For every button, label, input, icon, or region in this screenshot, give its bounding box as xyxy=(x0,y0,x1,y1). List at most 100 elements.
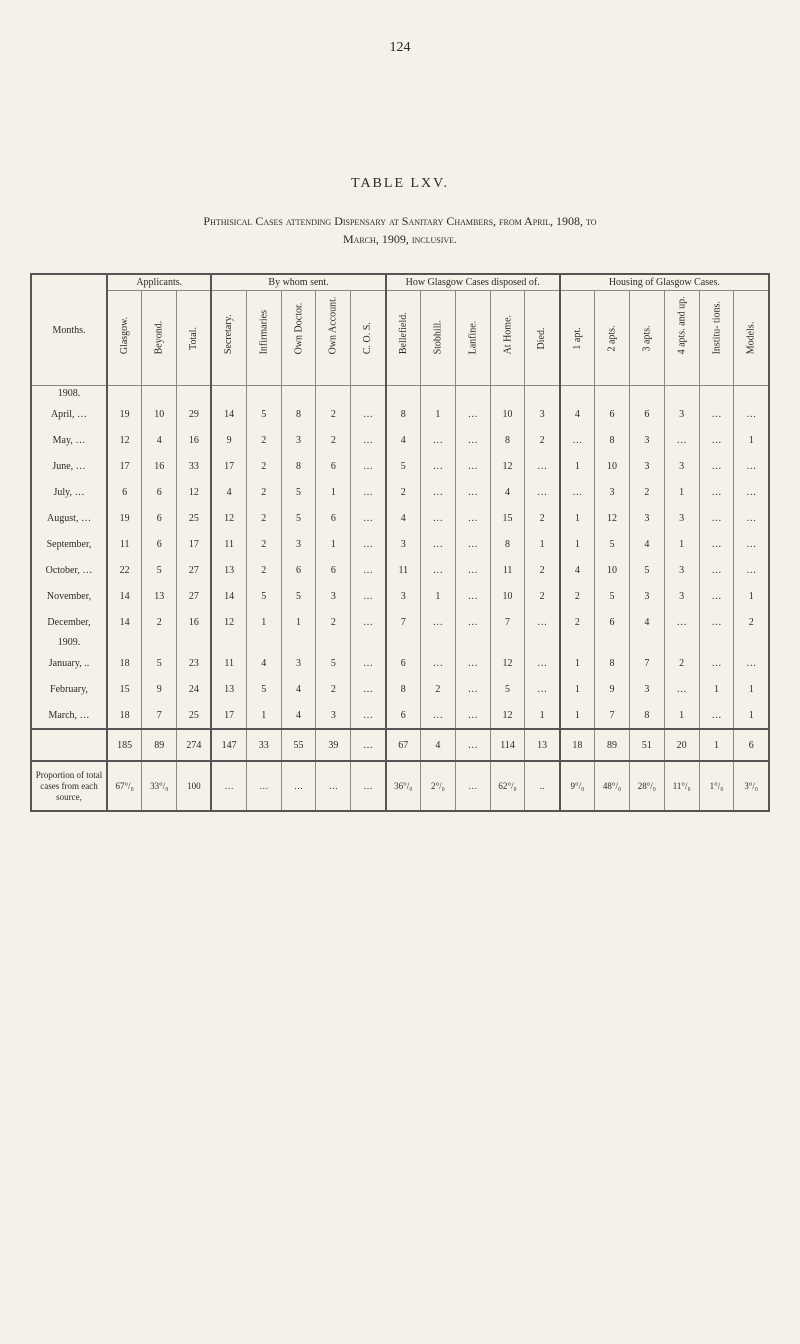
empty-cell xyxy=(455,386,490,402)
footer-cell: 1°/₀ xyxy=(699,761,734,811)
data-cell: 23 xyxy=(177,650,212,676)
data-cell: 7 xyxy=(490,609,525,635)
empty-cell xyxy=(629,635,664,650)
empty-cell xyxy=(490,386,525,402)
empty-cell xyxy=(211,386,246,402)
data-cell: 4 xyxy=(490,479,525,505)
data-cell: 7 xyxy=(386,609,421,635)
data-cell: 6 xyxy=(142,505,177,531)
data-cell: 11 xyxy=(386,557,421,583)
housing-header: Housing of Glasgow Cases. xyxy=(560,274,769,291)
data-cell: … xyxy=(351,702,386,729)
totals-cell: 147 xyxy=(211,729,246,761)
data-cell: … xyxy=(455,531,490,557)
data-cell: 3 xyxy=(629,505,664,531)
data-cell: … xyxy=(699,531,734,557)
data-cell: 2 xyxy=(386,479,421,505)
totals-cell: 67 xyxy=(386,729,421,761)
empty-cell xyxy=(734,635,769,650)
data-cell: … xyxy=(351,609,386,635)
data-cell: 6 xyxy=(142,531,177,557)
table-row: November,14132714553…31…1022533…1 xyxy=(31,583,769,609)
empty-cell xyxy=(211,635,246,650)
data-cell: 1 xyxy=(734,702,769,729)
footer-cell: 100 xyxy=(177,761,212,811)
data-cell: 29 xyxy=(177,401,212,427)
data-cell: … xyxy=(351,531,386,557)
data-cell: 11 xyxy=(107,531,142,557)
data-cell: 5 xyxy=(386,453,421,479)
footer-cell: 9°/₀ xyxy=(560,761,595,811)
data-cell: 6 xyxy=(595,401,630,427)
data-cell: … xyxy=(525,479,560,505)
month-cell: August, … xyxy=(31,505,107,531)
by-whom-header: By whom sent. xyxy=(211,274,385,291)
data-cell: 2 xyxy=(664,650,699,676)
data-cell: 24 xyxy=(177,676,212,702)
data-cell: 2 xyxy=(560,583,595,609)
data-cell: 2 xyxy=(525,505,560,531)
data-cell: 1 xyxy=(664,479,699,505)
data-cell: 3 xyxy=(629,453,664,479)
col-1apt: 1 apt. xyxy=(560,291,595,386)
empty-cell xyxy=(525,635,560,650)
footer-cell: 2°/₀ xyxy=(420,761,455,811)
months-header: Months. xyxy=(31,274,107,386)
footer-cell: 62°/₀ xyxy=(490,761,525,811)
empty-cell xyxy=(734,386,769,402)
col-own-doctor: Own Doctor. xyxy=(281,291,316,386)
data-cell: 8 xyxy=(386,676,421,702)
data-cell: 10 xyxy=(595,557,630,583)
data-cell: 16 xyxy=(177,609,212,635)
table-row: September,1161711231…3……811541…… xyxy=(31,531,769,557)
data-cell: 18 xyxy=(107,650,142,676)
col-died: Died. xyxy=(525,291,560,386)
data-cell: 5 xyxy=(490,676,525,702)
data-cell: 10 xyxy=(490,583,525,609)
data-cell: 5 xyxy=(246,401,281,427)
data-cell: … xyxy=(455,702,490,729)
month-cell: December, xyxy=(31,609,107,635)
applicants-header: Applicants. xyxy=(107,274,211,291)
table-head: Months. Applicants. By whom sent. How Gl… xyxy=(31,274,769,386)
empty-cell xyxy=(560,635,595,650)
data-cell: 2 xyxy=(316,401,351,427)
data-cell: … xyxy=(699,427,734,453)
data-cell: 1 xyxy=(246,609,281,635)
data-cell: 3 xyxy=(386,583,421,609)
empty-cell xyxy=(281,635,316,650)
data-cell: 8 xyxy=(281,453,316,479)
data-cell: 10 xyxy=(490,401,525,427)
data-cell: 1 xyxy=(420,583,455,609)
data-cell: 1 xyxy=(316,531,351,557)
footer-cell: 11°/₀ xyxy=(664,761,699,811)
data-cell: … xyxy=(699,609,734,635)
col-at-home: At Home. xyxy=(490,291,525,386)
col-institutions: Institu- tions. xyxy=(699,291,734,386)
col-4apts: 4 apts. and up. xyxy=(664,291,699,386)
footer-row: Proportion of total cases from each sour… xyxy=(31,761,769,811)
footer-cell: … xyxy=(246,761,281,811)
table-row: March, …1872517143…6……1211781…1 xyxy=(31,702,769,729)
data-cell: 12 xyxy=(490,650,525,676)
data-cell: 12 xyxy=(490,702,525,729)
data-cell: 4 xyxy=(142,427,177,453)
empty-cell xyxy=(699,635,734,650)
data-cell: 8 xyxy=(281,401,316,427)
data-cell: … xyxy=(351,557,386,583)
footer-cell: 3°/₀ xyxy=(734,761,769,811)
empty-cell xyxy=(316,386,351,402)
data-cell: … xyxy=(420,531,455,557)
data-cell: 9 xyxy=(595,676,630,702)
table-row: January, ..1852311435…6……12…1872…… xyxy=(31,650,769,676)
data-cell: 8 xyxy=(629,702,664,729)
data-cell: … xyxy=(455,650,490,676)
data-cell: … xyxy=(734,505,769,531)
data-cell: 3 xyxy=(595,479,630,505)
data-cell: 5 xyxy=(595,583,630,609)
data-cell: 6 xyxy=(316,453,351,479)
page-number: 124 xyxy=(30,40,770,56)
data-cell: … xyxy=(351,505,386,531)
data-cell: 10 xyxy=(142,401,177,427)
data-cell: … xyxy=(351,676,386,702)
